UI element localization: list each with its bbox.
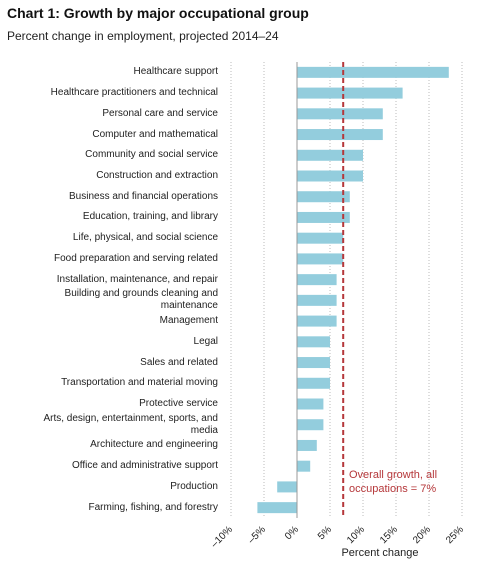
x-tick-label: 0% (283, 524, 301, 542)
bar (297, 149, 363, 161)
y-tick-label: Business and financial operations (69, 190, 218, 202)
y-tick-label: Legal (193, 335, 218, 347)
bar (297, 108, 383, 120)
y-tick-label: Transportation and material moving (61, 377, 218, 389)
y-tick-label: Life, physical, and social science (72, 232, 218, 244)
bar (297, 170, 363, 182)
y-tick-label: Installation, maintenance, and repair (56, 273, 218, 285)
y-tick-label: Computer and mathematical (92, 128, 218, 140)
x-tick-label: 5% (316, 524, 334, 542)
y-tick-label: Healthcare support (133, 66, 219, 78)
x-tick-label: –5% (246, 524, 268, 546)
bar (297, 336, 330, 348)
y-tick-label: Protective service (139, 398, 218, 409)
bar (297, 66, 449, 78)
bar (297, 315, 337, 327)
bar (297, 232, 344, 244)
bar (257, 502, 297, 514)
y-tick-label: Building and grounds cleaning and mainte… (64, 288, 218, 312)
x-tick-label: 10% (345, 524, 367, 546)
bar (277, 481, 297, 493)
x-tick-label: 15% (378, 524, 400, 546)
y-tick-label: Education, training, and library (82, 211, 218, 223)
y-tick-label: Sales and related (140, 356, 218, 368)
x-tick-label: 20% (411, 524, 433, 546)
x-tick-label: 25% (444, 524, 466, 546)
bar (297, 439, 317, 451)
bar (297, 377, 330, 389)
y-tick-label: Food preparation and serving related (54, 252, 218, 264)
bar (297, 460, 311, 472)
bar (297, 357, 330, 369)
chart-title: Chart 1: Growth by major occupational gr… (7, 5, 309, 21)
y-tick-label: Production (170, 480, 218, 492)
y-tick-label: Office and administrative support (71, 460, 218, 472)
y-tick-label: Community and social service (85, 149, 218, 161)
bar (297, 419, 324, 431)
bar (297, 87, 403, 99)
bar (297, 294, 337, 306)
y-tick-label: Healthcare practitioners and technical (50, 87, 218, 99)
bar (297, 253, 344, 265)
y-tick-label: Management (159, 315, 218, 327)
bar (297, 274, 337, 286)
y-tick-label: Personal care and service (102, 107, 218, 119)
y-tick-label: Farming, fishing, and forestry (88, 501, 219, 513)
x-tick-label: –10% (209, 524, 235, 550)
y-tick-label: Architecture and engineering (90, 439, 218, 451)
annotation: Overall growth, all occupations = 7% (349, 469, 438, 495)
y-tick-label: Construction and extraction (96, 170, 218, 181)
bar (297, 211, 350, 223)
y-tick-label: Arts, design, entertainment, sports, and… (43, 412, 218, 436)
bar (297, 191, 350, 203)
x-axis-label: Percent change (341, 547, 418, 559)
bar (297, 129, 383, 141)
bar (297, 398, 324, 410)
chart-subtitle: Percent change in employment, projected … (7, 29, 279, 43)
